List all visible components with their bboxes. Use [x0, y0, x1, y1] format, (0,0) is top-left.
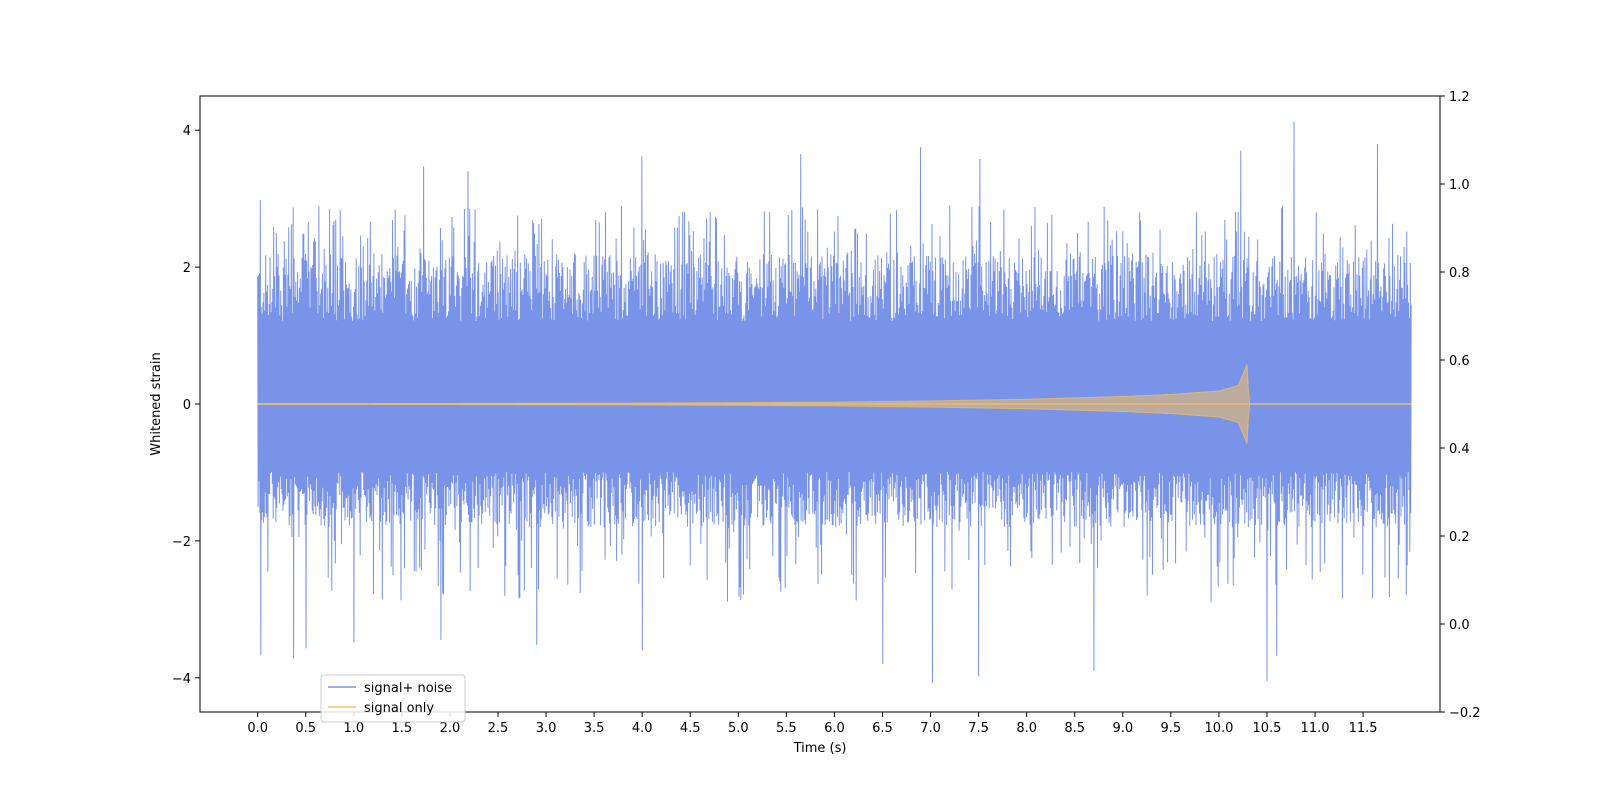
x-tick-label: 5.5: [776, 721, 797, 736]
x-tick-label: 5.0: [728, 721, 749, 736]
y2-tick-label: 1.0: [1449, 178, 1470, 193]
y-tick-label: 2: [183, 261, 191, 276]
x-tick-label: 2.0: [440, 721, 461, 736]
x-tick-label: 4.5: [680, 721, 701, 736]
y-tick-label: 0: [183, 398, 191, 413]
x-tick-label: 11.5: [1349, 721, 1378, 736]
y-tick-label: 4: [183, 124, 191, 139]
y-axis: −4 −2 0 2 4: [172, 124, 200, 687]
x-tick-label: 8.5: [1064, 721, 1085, 736]
y2-axis: −0.2 0.0 0.2 0.4 0.6 0.8 1.0 1.2: [1440, 90, 1481, 721]
x-tick-label: 9.5: [1161, 721, 1182, 736]
x-tick-label: 2.5: [488, 721, 509, 736]
x-tick-label: 8.0: [1016, 721, 1037, 736]
x-tick-label: 10.0: [1204, 721, 1233, 736]
y2-tick-label: 0.2: [1449, 530, 1470, 545]
legend-label-signal-only: signal only: [364, 701, 434, 716]
x-tick-label: 3.5: [584, 721, 605, 736]
x-tick-label: 6.0: [824, 721, 845, 736]
x-tick-label: 10.5: [1253, 721, 1282, 736]
x-tick-label: 0.0: [247, 721, 268, 736]
series-line-signal-noise: [257, 122, 1412, 684]
y2-tick-label: 0.0: [1449, 618, 1470, 633]
x-tick-label: 6.5: [872, 721, 893, 736]
x-tick-label: 11.0: [1301, 721, 1330, 736]
legend-label-signal-noise: signal+ noise: [364, 681, 452, 696]
x-axis-label: Time (s): [793, 741, 847, 756]
x-tick-label: 1.5: [392, 721, 413, 736]
y2-tick-label: −0.2: [1449, 706, 1481, 721]
y2-tick-label: 0.4: [1449, 442, 1470, 457]
x-tick-label: 9.0: [1112, 721, 1133, 736]
y2-tick-label: 0.6: [1449, 354, 1470, 369]
y2-tick-label: 1.2: [1449, 90, 1470, 105]
y-tick-label: −2: [172, 535, 191, 550]
plot-area: [257, 122, 1412, 684]
x-tick-label: 4.0: [632, 721, 653, 736]
y-axis-label: Whitened strain: [149, 352, 164, 455]
y-tick-label: −4: [172, 672, 191, 687]
x-tick-label: 7.5: [968, 721, 989, 736]
x-tick-label: 0.5: [295, 721, 316, 736]
legend: signal+ noise signal only: [320, 674, 466, 723]
x-tick-label: 1.0: [343, 721, 364, 736]
x-axis: 0.0 0.5 1.0 1.5 2.0 2.5 3.0 3.5 4.0 4.5 5.0 5.5 6.0 6…: [247, 712, 1378, 736]
y2-tick-label: 0.8: [1449, 266, 1470, 281]
x-tick-label: 3.0: [536, 721, 557, 736]
legend-frame: [320, 674, 466, 723]
x-tick-label: 7.0: [920, 721, 941, 736]
